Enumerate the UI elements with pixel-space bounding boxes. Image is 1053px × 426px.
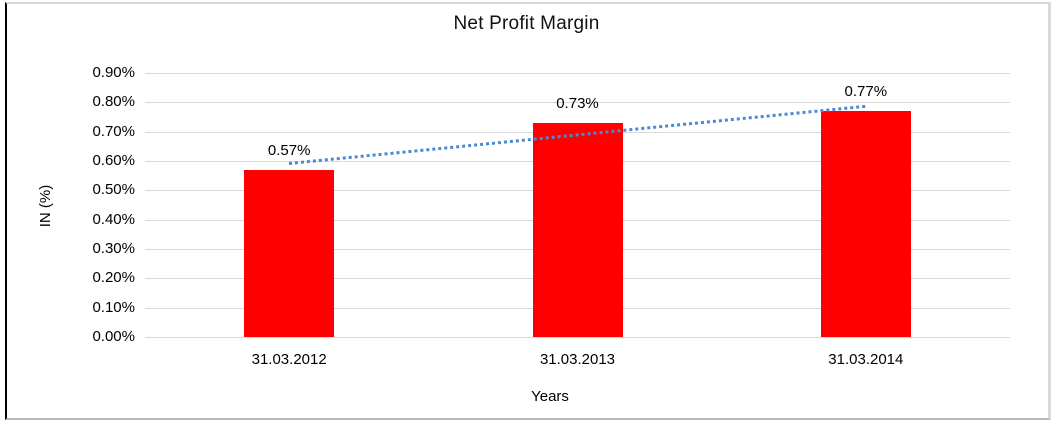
x-axis-title: Years [531,388,569,405]
x-category-label: 31.03.2012 [251,351,327,368]
bar-data-label: 0.77% [844,83,888,101]
bar-31.03.2012 [244,169,335,337]
y-tick-label: 0.50% [92,181,135,199]
y-tick-label: 0.40% [92,210,135,228]
y-tick-label: 0.60% [92,152,135,169]
y-tick-label: 0.10% [92,298,135,316]
y-tick-label: 0.90% [92,64,135,81]
x-category-label: 31.03.2013 [539,351,616,368]
y-tick-label: 0.30% [92,240,135,257]
bar-31.03.2013 [532,122,623,337]
gridline [145,337,1010,338]
y-tick-label: 0.00% [92,328,135,345]
chart-title: Net Profit Margin [453,13,600,34]
bar-31.03.2014 [820,111,911,337]
x-category-label: 31.03.2014 [828,351,904,368]
y-tick-label: 0.20% [92,269,135,287]
gridline [145,102,1010,104]
y-tick-label: 0.70% [92,122,135,140]
bar-data-label: 0.73% [556,94,599,112]
bar-data-label: 0.57% [267,141,311,159]
plot-area: 0.57% 0.73% 0.77% [145,73,1010,338]
y-tick-label: 0.80% [92,93,135,111]
gridline [145,73,1010,74]
